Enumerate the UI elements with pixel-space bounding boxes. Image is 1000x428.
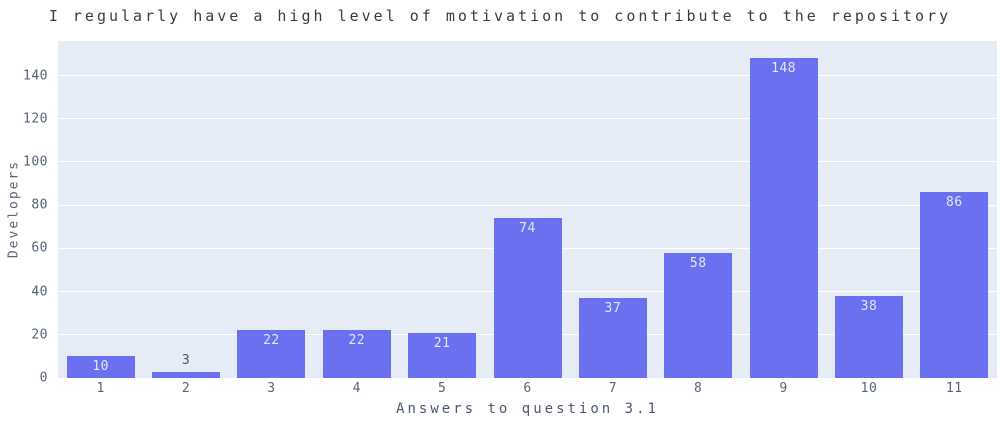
gridline bbox=[58, 75, 997, 77]
x-tick-label: 11 bbox=[945, 381, 963, 396]
bar-value-label: 22 bbox=[263, 333, 280, 349]
x-tick-label: 10 bbox=[860, 381, 878, 396]
bar-3[interactable]: 22 bbox=[237, 330, 306, 378]
y-tick-label: 100 bbox=[23, 154, 48, 170]
x-tick-label: 6 bbox=[523, 381, 532, 396]
bar-10[interactable]: 38 bbox=[834, 295, 903, 378]
y-tick-label: 140 bbox=[23, 68, 48, 84]
bar-value-label: 21 bbox=[433, 335, 451, 351]
bar-9[interactable]: 148 bbox=[749, 58, 818, 378]
bar-1[interactable]: 10 bbox=[66, 356, 135, 378]
gridline bbox=[58, 204, 997, 206]
bar-value-label: 58 bbox=[689, 255, 707, 271]
chart-title: I regularly have a high level of motivat… bbox=[48, 7, 952, 25]
bar-value-label: 74 bbox=[519, 221, 536, 237]
gridline bbox=[58, 161, 997, 163]
x-tick-label: 3 bbox=[267, 381, 276, 396]
bar-6[interactable]: 74 bbox=[493, 218, 562, 378]
x-tick-label: 7 bbox=[608, 381, 618, 396]
bar-11[interactable]: 86 bbox=[920, 192, 989, 378]
y-tick-label: 40 bbox=[31, 284, 48, 300]
x-axis-title: Answers to question 3.1 bbox=[396, 401, 659, 417]
bar-8[interactable]: 58 bbox=[664, 252, 733, 378]
x-tick-label: 8 bbox=[694, 381, 703, 396]
bar-value-label: 10 bbox=[92, 359, 109, 375]
x-tick-label: 2 bbox=[181, 381, 191, 396]
bar-value-label: 22 bbox=[348, 333, 366, 349]
y-tick-label: 20 bbox=[31, 327, 48, 343]
bar-5[interactable]: 21 bbox=[408, 332, 477, 378]
y-tick-label: 60 bbox=[31, 240, 48, 256]
bar-4[interactable]: 22 bbox=[322, 330, 391, 378]
gridline bbox=[58, 118, 997, 120]
bar-value-label: 3 bbox=[181, 352, 191, 368]
gridline bbox=[58, 377, 997, 379]
x-tick-label: 1 bbox=[96, 381, 105, 396]
y-tick-label: 80 bbox=[31, 197, 48, 213]
y-tick-label: 120 bbox=[23, 111, 48, 127]
x-tick-label: 4 bbox=[352, 381, 361, 396]
bar-2[interactable]: 3 bbox=[152, 353, 221, 378]
y-tick-label: 0 bbox=[39, 370, 48, 386]
x-tick-label: 9 bbox=[779, 381, 788, 396]
x-tick-label: 5 bbox=[437, 381, 447, 396]
bar-value-label: 86 bbox=[945, 195, 963, 211]
y-axis-ticks: 0 20 40 60 80 100 120 140 bbox=[0, 41, 52, 385]
plot-area: 10 3 22 22 21 74 37 58 148 38 86 bbox=[58, 41, 997, 379]
bar-value-label: 37 bbox=[604, 301, 622, 317]
bar-value-label: 38 bbox=[860, 298, 878, 314]
x-axis-ticks: 1 2 3 4 5 6 7 8 9 10 11 bbox=[58, 381, 997, 399]
bar-value-label: 148 bbox=[771, 61, 797, 77]
bar-7[interactable]: 37 bbox=[578, 298, 647, 378]
